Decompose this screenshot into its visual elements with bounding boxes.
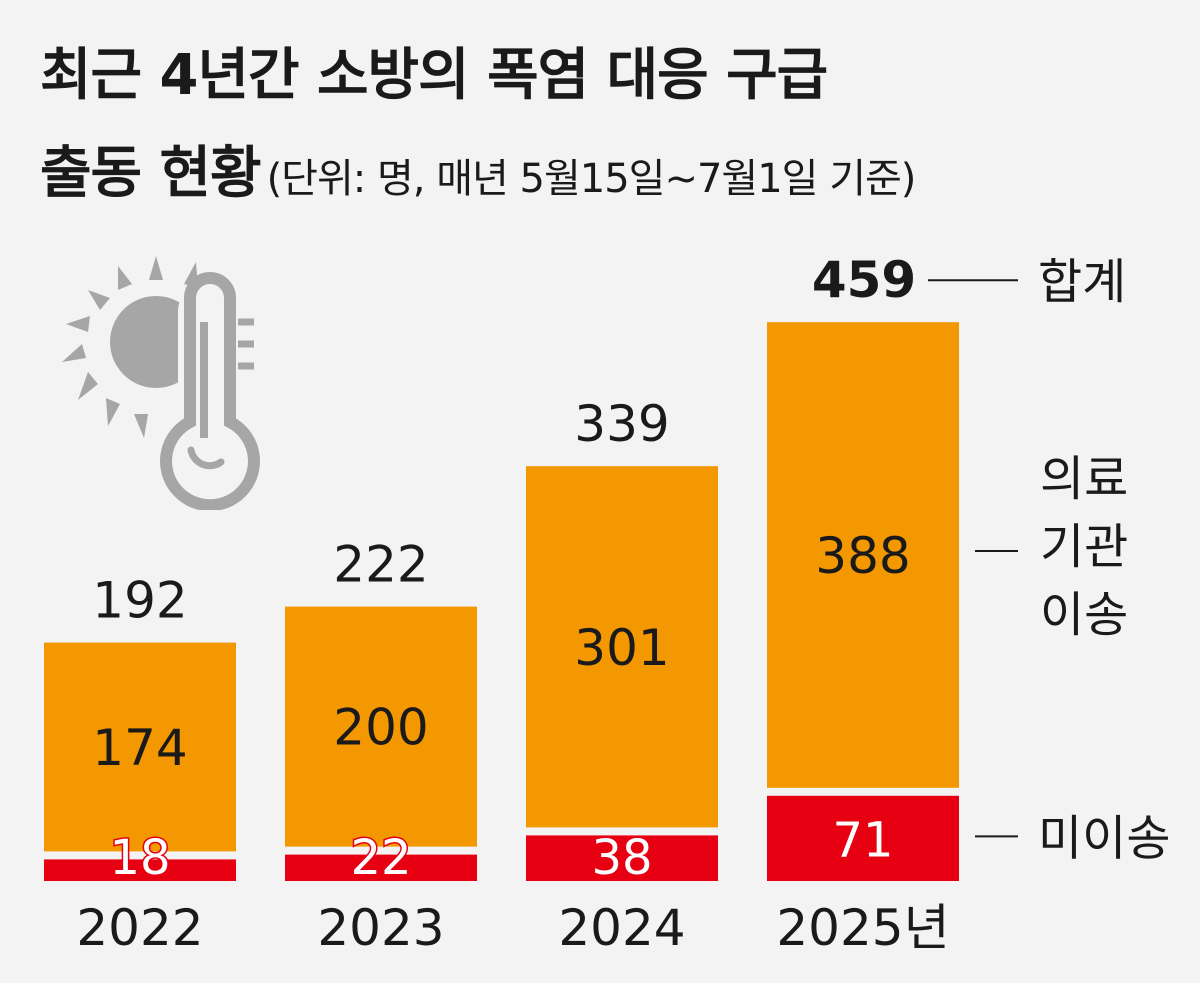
value-label-transported: 174 — [92, 719, 187, 777]
sun-thermometer-icon — [58, 250, 268, 512]
value-label-total: 192 — [92, 572, 187, 630]
bar-transported — [767, 322, 959, 788]
value-label-transported: 301 — [574, 619, 669, 677]
category-label: 2024 — [558, 899, 685, 957]
category-label: 2022 — [76, 899, 203, 957]
legend-label-line: 의료 — [1040, 451, 1128, 507]
value-label-total: 339 — [574, 395, 669, 453]
value-label-total: 222 — [333, 536, 428, 594]
category-label: 2023 — [317, 899, 444, 957]
bar-not-transported — [44, 859, 236, 881]
legend-label-line: 이송 — [1040, 587, 1128, 643]
bar-transported — [285, 606, 477, 847]
value-label-not-transported: 38 — [591, 830, 652, 886]
chart-subtitle: (단위: 명, 매년 5월15일~7월1일 기준) — [266, 156, 917, 202]
value-label-transported: 388 — [815, 527, 910, 585]
chart-title-line2: 출동 현황 (단위: 명, 매년 5월15일~7월1일 기준) — [40, 146, 917, 202]
bar-transported — [44, 642, 236, 852]
bar-not-transported — [767, 795, 959, 881]
category-label: 2025년 — [776, 899, 949, 957]
value-label-total: 459 — [812, 251, 916, 309]
value-label-not-transported: 71 — [832, 812, 893, 868]
legend-label-not-transported: 미이송 — [1038, 810, 1170, 866]
legend-label-line: 기관 — [1040, 519, 1128, 575]
bar-not-transported — [285, 854, 477, 881]
chart-title-line2-text: 출동 현황 — [40, 141, 262, 206]
bar-not-transported — [526, 835, 718, 881]
chart-title: 최근 4년간 소방의 폭염 대응 구급 — [40, 43, 828, 108]
bar-transported — [526, 466, 718, 828]
value-label-not-transported: 18 — [109, 830, 170, 886]
value-label-transported: 200 — [333, 699, 428, 757]
legend-label-total: 합계 — [1038, 254, 1126, 310]
value-label-not-transported: 22 — [350, 830, 411, 886]
